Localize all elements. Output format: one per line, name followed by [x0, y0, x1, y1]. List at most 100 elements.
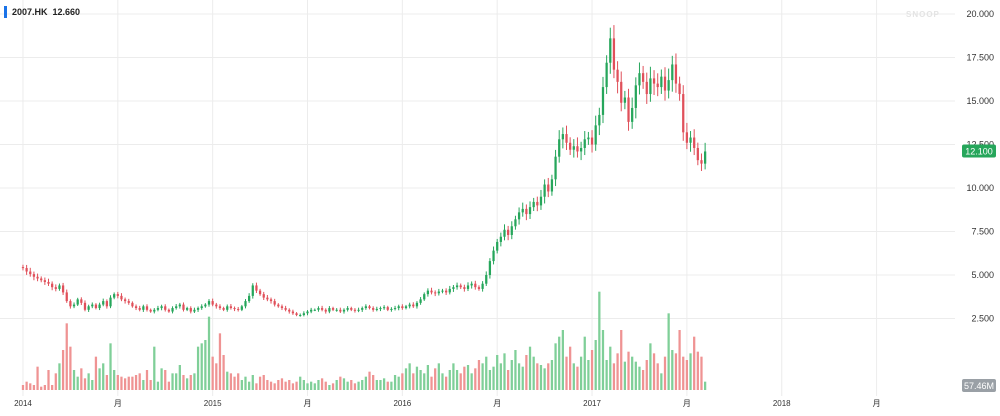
candle-body: [295, 313, 298, 316]
candle-body: [98, 304, 101, 309]
candle-body: [222, 308, 225, 310]
candle-body: [488, 261, 492, 275]
volume-bar: [517, 363, 521, 390]
candle-body: [448, 288, 451, 293]
candle-body: [127, 301, 130, 303]
candle-body: [492, 250, 495, 262]
candle-body: [320, 308, 324, 310]
candle-body: [572, 146, 575, 150]
volume-bar: [29, 383, 32, 390]
volume-bar: [477, 360, 481, 390]
candle-body: [244, 301, 247, 307]
candle-body: [375, 308, 378, 310]
candle-body: [167, 309, 171, 312]
candle-body: [452, 287, 455, 289]
volume-bar: [211, 356, 214, 390]
volume-bar: [215, 363, 218, 390]
volume-bar: [430, 376, 433, 390]
candle-body: [353, 309, 357, 311]
volume-bar: [196, 346, 200, 390]
candle-body: [306, 311, 309, 314]
candle-body: [623, 97, 627, 103]
volume-bar: [277, 380, 280, 390]
volume-tag: [962, 379, 996, 392]
candle-body: [357, 309, 360, 311]
candle-body: [317, 308, 320, 310]
volume-bar: [94, 356, 98, 390]
candle-body: [693, 137, 696, 148]
candle-body: [368, 306, 371, 309]
candle-body: [51, 283, 54, 288]
candle-body: [678, 83, 681, 95]
volume-bar: [401, 373, 404, 390]
volume-bar: [452, 363, 455, 390]
volume-bar: [357, 381, 360, 390]
volume-bar: [167, 381, 171, 390]
volume-bar: [368, 371, 371, 390]
candle-body: [36, 276, 39, 279]
volume-bar: [496, 355, 499, 390]
candle-body: [339, 309, 342, 312]
candle-body: [226, 306, 229, 310]
candle-body: [134, 306, 138, 309]
candle-body: [627, 97, 630, 122]
candle-body: [441, 290, 444, 292]
candle-body: [700, 160, 703, 164]
volume-bar: [638, 366, 641, 390]
volume-bar: [127, 376, 130, 390]
volume-bar: [455, 370, 459, 390]
candle-body: [273, 301, 276, 305]
y-tick-label: 17.500: [966, 53, 994, 63]
candle-body: [419, 299, 422, 303]
volume-bar: [105, 375, 109, 390]
volume-bar: [616, 353, 619, 390]
candle-body: [269, 299, 273, 302]
volume-bar: [51, 385, 54, 390]
gridlines: [0, 0, 955, 396]
volume-bar: [634, 361, 637, 390]
volume-bar: [222, 355, 225, 390]
volume-bar: [175, 373, 178, 390]
volume-bar: [266, 380, 269, 390]
candle-body: [215, 304, 218, 307]
candle-body: [372, 308, 375, 310]
volume-bar: [488, 370, 492, 390]
candle-body: [21, 267, 25, 269]
volume-bar: [134, 375, 138, 390]
candle-body: [131, 302, 134, 307]
candle-body: [539, 196, 543, 206]
candle-body: [211, 301, 214, 305]
volume-bar: [109, 343, 112, 390]
volume-bar: [171, 373, 174, 390]
x-tick-label: 2014: [14, 399, 32, 408]
candle-body: [605, 62, 608, 88]
candle-body: [335, 309, 338, 311]
volume-bar: [284, 381, 287, 390]
candle-body: [696, 147, 699, 161]
candle-body: [58, 285, 61, 289]
candle-body: [412, 304, 415, 307]
volume-bar: [291, 383, 295, 390]
volume-bar: [258, 376, 262, 390]
volume-bar: [324, 381, 327, 390]
volume-bar: [503, 353, 506, 390]
volume-bar: [601, 330, 605, 390]
candle-body: [620, 81, 623, 103]
volume-bar: [612, 363, 616, 390]
volume-bar: [80, 368, 83, 390]
volume-bar: [382, 378, 386, 390]
volume-bar: [58, 363, 61, 390]
y-tick-label: 20.000: [966, 9, 994, 19]
volume-bar: [269, 381, 273, 390]
candle-body: [102, 301, 105, 305]
candle-body: [72, 304, 76, 307]
volume-bar: [273, 383, 276, 390]
y-tick-label: 5.000: [971, 270, 994, 280]
volume-bar: [218, 333, 222, 390]
volume-bar: [372, 375, 375, 390]
volume-bar: [521, 366, 524, 390]
candle-body: [237, 308, 240, 310]
volume-bar: [145, 370, 149, 390]
